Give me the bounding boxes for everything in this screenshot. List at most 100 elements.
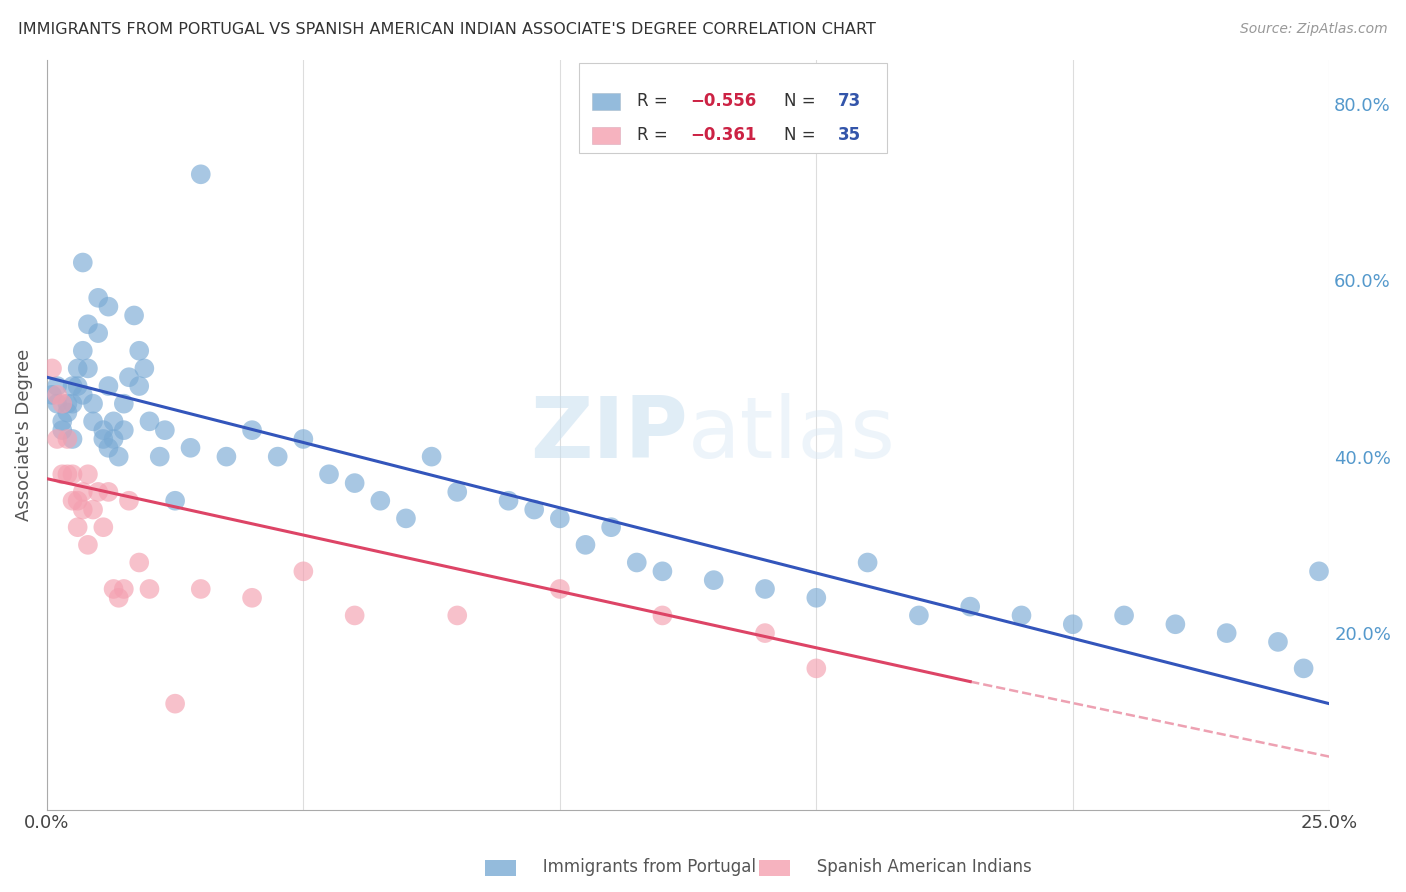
Point: [46, 379, 69, 393]
Point: [806, 661, 828, 675]
Point: [91, 423, 114, 437]
Point: [56, 397, 79, 411]
Point: [128, 556, 150, 570]
Text: −0.361: −0.361: [690, 126, 756, 144]
Point: [368, 493, 391, 508]
Point: [165, 493, 187, 508]
Point: [87, 291, 110, 305]
Point: [153, 423, 176, 437]
Point: [548, 582, 571, 596]
Point: [77, 467, 100, 482]
Point: [77, 538, 100, 552]
Point: [1308, 564, 1330, 578]
Text: Source: ZipAtlas.com: Source: ZipAtlas.com: [1240, 22, 1388, 37]
Point: [72, 255, 94, 269]
Point: [118, 493, 141, 508]
FancyBboxPatch shape: [592, 94, 620, 110]
Point: [626, 556, 648, 570]
Point: [66, 379, 89, 393]
Point: [91, 520, 114, 534]
Text: 35: 35: [838, 126, 862, 144]
Point: [128, 379, 150, 393]
FancyBboxPatch shape: [579, 63, 887, 153]
Point: [112, 397, 135, 411]
Point: [103, 582, 125, 596]
Point: [446, 608, 468, 623]
Point: [77, 361, 100, 376]
Point: [72, 502, 94, 516]
Text: IMMIGRANTS FROM PORTUGAL VS SPANISH AMERICAN INDIAN ASSOCIATE'S DEGREE CORRELATI: IMMIGRANTS FROM PORTUGAL VS SPANISH AMER…: [18, 22, 876, 37]
Point: [62, 379, 84, 393]
Point: [856, 556, 879, 570]
Point: [240, 591, 263, 605]
Point: [395, 511, 418, 525]
Point: [82, 414, 104, 428]
Point: [754, 626, 776, 640]
Point: [1215, 626, 1237, 640]
Point: [292, 432, 315, 446]
Point: [97, 441, 120, 455]
Point: [51, 423, 73, 437]
Point: [103, 414, 125, 428]
Point: [51, 467, 73, 482]
Point: [51, 414, 73, 428]
Point: [165, 697, 187, 711]
Point: [292, 564, 315, 578]
Text: N =: N =: [785, 92, 821, 110]
Point: [267, 450, 290, 464]
Point: [651, 608, 673, 623]
Point: [1267, 635, 1289, 649]
Point: [149, 450, 172, 464]
Point: [72, 484, 94, 499]
Point: [1011, 608, 1033, 623]
Point: [318, 467, 340, 482]
Point: [1164, 617, 1187, 632]
Point: [703, 573, 725, 587]
Point: [72, 343, 94, 358]
Point: [72, 388, 94, 402]
Point: [77, 318, 100, 332]
Point: [343, 608, 366, 623]
Point: [97, 300, 120, 314]
Point: [66, 520, 89, 534]
Point: [41, 361, 63, 376]
Point: [754, 582, 776, 596]
Point: [91, 432, 114, 446]
Point: [498, 493, 520, 508]
Point: [180, 441, 202, 455]
Point: [51, 397, 73, 411]
Point: [420, 450, 443, 464]
Point: [107, 591, 129, 605]
FancyBboxPatch shape: [592, 127, 620, 144]
Point: [1292, 661, 1315, 675]
Point: [97, 484, 120, 499]
Point: [112, 423, 135, 437]
Point: [97, 379, 120, 393]
Point: [446, 484, 468, 499]
Point: [62, 397, 84, 411]
Point: [56, 405, 79, 419]
Point: [138, 414, 160, 428]
Point: [138, 582, 160, 596]
Point: [46, 397, 69, 411]
Point: [118, 370, 141, 384]
Text: −0.556: −0.556: [690, 92, 756, 110]
Point: [112, 582, 135, 596]
Point: [1062, 617, 1084, 632]
Point: [62, 467, 84, 482]
Point: [82, 397, 104, 411]
Point: [134, 361, 156, 376]
Text: ZIP: ZIP: [530, 393, 688, 476]
Point: [103, 432, 125, 446]
Point: [128, 343, 150, 358]
Text: atlas: atlas: [688, 393, 896, 476]
Text: Immigrants from Portugal: Immigrants from Portugal: [506, 858, 756, 876]
Point: [107, 450, 129, 464]
Text: R =: R =: [637, 126, 673, 144]
Point: [82, 502, 104, 516]
Point: [600, 520, 623, 534]
Point: [56, 467, 79, 482]
Text: N =: N =: [785, 126, 821, 144]
Point: [240, 423, 263, 437]
Point: [66, 493, 89, 508]
